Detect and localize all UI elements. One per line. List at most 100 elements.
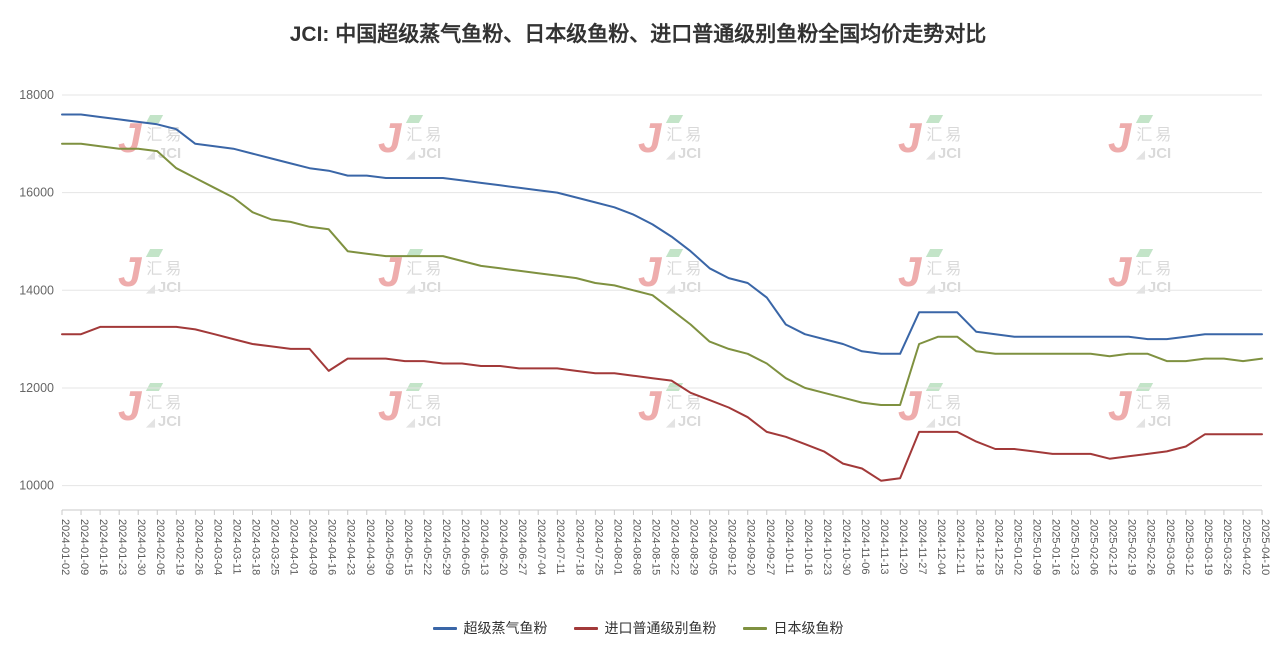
x-axis-label: 2024-09-12 [726, 519, 738, 575]
x-axis-label: 2024-04-23 [345, 519, 357, 575]
x-axis-label: 2024-12-18 [973, 519, 985, 575]
watermark-j-mark: J [118, 248, 142, 295]
y-axis-label: 16000 [19, 186, 54, 200]
series-line-超级蒸气鱼粉 [61, 113, 1263, 355]
x-axis-label: 2024-04-01 [288, 519, 300, 575]
x-axis-label: 2024-03-11 [230, 519, 242, 574]
x-axis-label: 2024-01-09 [78, 519, 90, 575]
watermark-text-en: JCI [146, 279, 184, 296]
x-axis-label: 2024-11-20 [897, 519, 909, 574]
x-axis-label: 2025-01-23 [1069, 519, 1081, 575]
x-axis-label: 2024-05-22 [421, 519, 433, 575]
watermark-text-en: JCI [666, 145, 704, 162]
x-axis-label: 2025-03-05 [1164, 519, 1176, 575]
x-axis-label: 2024-08-01 [611, 519, 623, 575]
x-axis-label: 2024-03-25 [269, 519, 281, 575]
watermark-text-cn: 汇易 [406, 127, 445, 144]
x-axis-label: 2024-12-11 [954, 519, 966, 574]
legend-item-日本级鱼粉[interactable]: 日本级鱼粉 [742, 618, 844, 638]
x-axis-label: 2024-06-13 [478, 519, 490, 575]
x-axis-label: 2025-02-06 [1088, 519, 1100, 575]
watermark-text-en: JCI [666, 279, 704, 296]
watermark-j-mark: J [638, 382, 662, 429]
watermark-text-cn: 汇易 [1136, 127, 1175, 144]
watermark-huiyi-jci-logo: J汇易JCI [1108, 117, 1175, 163]
x-axis-label: 2024-02-19 [173, 519, 185, 575]
x-axis-label: 2024-12-25 [992, 519, 1004, 575]
x-axis-label: 2024-11-13 [878, 519, 890, 574]
x-axis-label: 2024-06-20 [497, 519, 509, 575]
x-axis-label: 2024-06-05 [459, 519, 471, 575]
x-axis-label: 2024-12-04 [935, 519, 947, 575]
x-axis-label: 2024-04-09 [307, 519, 319, 575]
watermark-huiyi-jci-logo: J汇易JCI [1108, 248, 1174, 297]
y-axis-label: 12000 [19, 381, 54, 395]
watermark-j-mark: J [378, 248, 402, 295]
watermark-text-en: JCI [406, 279, 444, 296]
legend-label: 进口普通级别鱼粉 [604, 620, 717, 636]
watermark-huiyi-jci-logo: J汇易JCI [118, 385, 185, 431]
x-axis-label: 2024-03-18 [249, 519, 261, 575]
x-axis-label: 2024-05-15 [402, 519, 414, 575]
watermark-text-cn: 汇易 [1136, 395, 1175, 412]
x-axis-label: 2024-07-11 [554, 519, 566, 574]
x-axis-label: 2024-08-22 [669, 519, 681, 575]
watermark-huiyi-jci-logo: J汇易JCI [638, 248, 705, 297]
series-line-进口普通级别鱼粉 [61, 325, 1263, 482]
watermark-j-mark: J [638, 114, 662, 161]
x-axis-label: 2024-01-16 [97, 519, 109, 575]
watermark-text-cn: 汇易 [666, 261, 705, 278]
x-axis-label: 2025-02-12 [1107, 519, 1119, 575]
watermark-text-en: JCI [926, 145, 964, 162]
watermark-text-cn: 汇易 [926, 395, 965, 412]
x-axis-label: 2024-02-05 [154, 519, 166, 575]
watermark-text-en: JCI [1136, 145, 1174, 162]
watermark-j-mark: J [1108, 248, 1132, 295]
watermark-text-cn: 汇易 [926, 261, 965, 278]
x-axis-label: 2025-03-19 [1202, 519, 1214, 575]
watermark-text-en: JCI [1136, 413, 1174, 430]
legend-item-进口普通级别鱼粉[interactable]: 进口普通级别鱼粉 [573, 618, 717, 638]
x-axis-label: 2024-05-09 [383, 519, 395, 575]
watermark-j-mark: J [898, 114, 922, 161]
x-axis-label: 2024-05-29 [440, 519, 452, 575]
watermark-huiyi-jci-logo: J汇易JCI [898, 248, 965, 297]
y-axis-label: 10000 [19, 479, 54, 493]
watermark-text-cn: 汇易 [146, 395, 185, 412]
watermark-j-mark: J [638, 248, 662, 295]
x-axis-label: 2024-04-16 [326, 519, 338, 575]
x-axis-label: 2024-08-15 [649, 519, 661, 575]
watermark-huiyi-jci-logo: J汇易JCI [638, 382, 705, 431]
watermark-text-en: JCI [926, 279, 964, 296]
legend-line-swatch [432, 626, 457, 630]
watermark-j-mark: J [378, 114, 402, 161]
watermark-text-en: JCI [926, 413, 964, 430]
watermark-text-cn: 汇易 [926, 127, 965, 144]
x-axis-label: 2024-10-30 [840, 519, 852, 575]
watermark-huiyi-jci-logo: J汇易JCI [378, 382, 444, 431]
watermark-j-mark: J [378, 382, 402, 429]
legend-line-swatch [742, 626, 767, 630]
watermark-huiyi-jci-logo: J汇易JCI [638, 114, 704, 163]
x-axis-label: 2025-02-26 [1145, 519, 1157, 575]
chart-title: JCI: 中国超级蒸气鱼粉、日本级鱼粉、进口普通级别鱼粉全国均价走势对比 [289, 23, 987, 46]
watermark-huiyi-jci-logo: J汇易JCI [378, 248, 444, 297]
x-axis-label: 2024-07-18 [573, 519, 585, 575]
x-axis-label: 2024-07-25 [592, 519, 604, 575]
watermark-j-mark: J [898, 248, 922, 295]
x-axis-label: 2024-09-20 [745, 519, 757, 575]
y-axis-label: 14000 [19, 283, 54, 297]
watermark-j-mark: J [1108, 382, 1132, 429]
x-axis-label: 2024-04-30 [364, 519, 376, 575]
watermark-huiyi-jci-logo: J汇易JCI [118, 248, 184, 297]
x-axis-label: 2024-01-30 [135, 519, 147, 575]
x-axis-label: 2025-03-26 [1221, 519, 1233, 575]
watermark-text-en: JCI [146, 413, 184, 430]
legend-item-超级蒸气鱼粉[interactable]: 超级蒸气鱼粉 [432, 618, 548, 638]
x-axis-label: 2024-09-05 [707, 519, 719, 575]
x-axis-label: 2024-09-27 [764, 519, 776, 575]
watermark-text-cn: 汇易 [666, 395, 705, 412]
